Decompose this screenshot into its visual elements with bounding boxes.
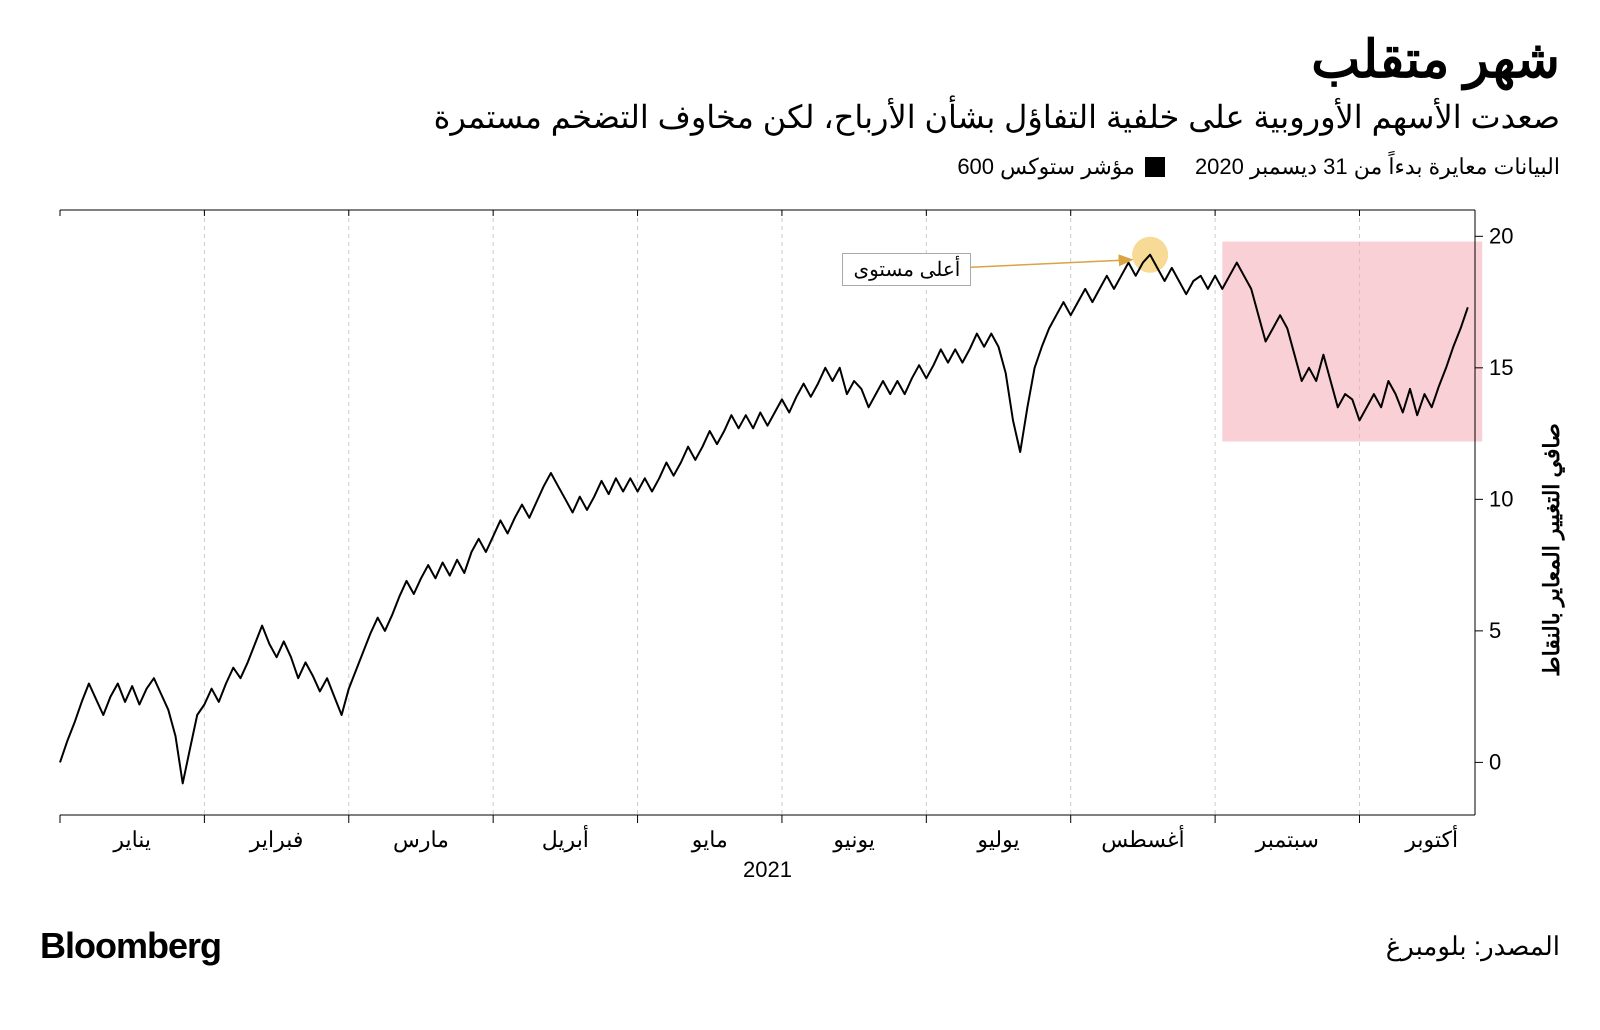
legend-label: مؤشر ستوكس 600 <box>957 154 1135 180</box>
legend-item: مؤشر ستوكس 600 <box>957 154 1165 180</box>
svg-text:يناير: يناير <box>112 827 151 853</box>
brand-logo: Bloomberg <box>40 925 221 967</box>
svg-text:يوليو: يوليو <box>976 827 1019 853</box>
svg-text:فبراير: فبراير <box>249 827 304 853</box>
svg-text:أكتوبر: أكتوبر <box>1404 824 1458 853</box>
svg-text:10: 10 <box>1489 486 1513 511</box>
svg-text:سبتمبر: سبتمبر <box>1255 827 1319 853</box>
svg-text:مايو: مايو <box>691 827 728 853</box>
chart-title: شهر متقلب <box>40 30 1560 90</box>
chart-svg: 0 5 10 15 20 يناير فبراير مارس أبريل مايو يونيو يول… <box>40 200 1560 900</box>
calibration-note: البيانات معايرة بدءاً من 31 ديسمبر 2020 <box>1195 154 1560 180</box>
svg-text:يونيو: يونيو <box>832 827 875 853</box>
svg-text:5: 5 <box>1489 618 1501 643</box>
svg-text:أغسطس: أغسطس <box>1101 824 1184 853</box>
svg-text:أبريل: أبريل <box>542 824 589 853</box>
svg-text:2021: 2021 <box>743 857 792 882</box>
svg-text:20: 20 <box>1489 223 1513 248</box>
peak-annotation: أعلى مستوى <box>842 253 971 286</box>
source-label: المصدر: بلومبرغ <box>1386 931 1560 962</box>
svg-text:15: 15 <box>1489 355 1513 380</box>
y-axis-label: صافي التغيير المعاير بالنقاط <box>1539 423 1565 677</box>
chart-subtitle: صعدت الأسهم الأوروبية على خلفية التفاؤل … <box>40 98 1560 136</box>
legend-swatch <box>1145 157 1165 177</box>
svg-text:مارس: مارس <box>393 827 449 853</box>
svg-text:0: 0 <box>1489 749 1501 774</box>
chart-area: 0 5 10 15 20 يناير فبراير مارس أبريل مايو يونيو يول… <box>40 200 1560 900</box>
